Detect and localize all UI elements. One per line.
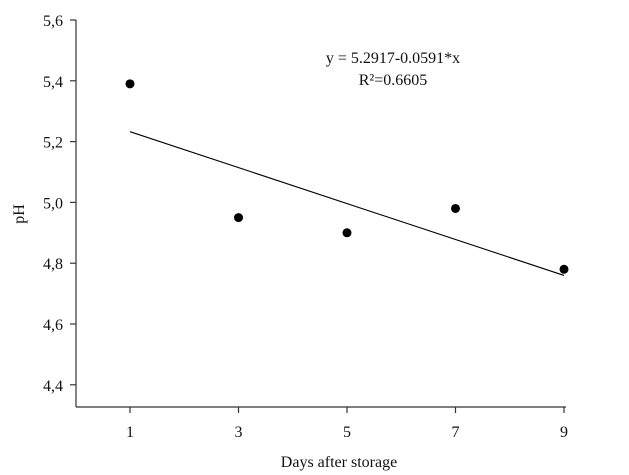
- data-point: [342, 228, 352, 238]
- data-point: [234, 213, 243, 223]
- y-tick-label: 4,4: [43, 378, 63, 395]
- y-axis: 4,4 4,6 4,8 5,0 5,2 5,4 5,6: [43, 13, 77, 407]
- x-ticks: 1 3 5 7 9: [126, 407, 568, 441]
- y-tick-label: 4,8: [43, 256, 63, 273]
- r-squared-value: R²=0.6605: [359, 72, 428, 89]
- x-tick-label: 5: [343, 424, 351, 441]
- x-axis: 1 3 5 7 9: [76, 406, 568, 441]
- y-tick-label: 5,2: [43, 135, 63, 152]
- x-axis-label: Days after storage: [281, 454, 397, 471]
- regression-equation: y = 5.2917-0.0591*x: [326, 50, 460, 67]
- y-axis-label: pH: [11, 204, 28, 224]
- y-tick-label: 4,6: [43, 317, 63, 334]
- fit-line: [129, 131, 565, 276]
- x-tick-label: 3: [235, 424, 243, 441]
- regression-line: [129, 131, 565, 276]
- data-point: [451, 203, 460, 213]
- x-tick-label: 7: [452, 424, 460, 441]
- y-tick-label: 5,0: [43, 195, 63, 212]
- x-tick-label: 9: [560, 424, 568, 441]
- y-ticks: 4,4 4,6 4,8 5,0 5,2 5,4 5,6: [43, 13, 76, 395]
- data-point: [559, 264, 569, 274]
- y-tick-label: 5,6: [43, 13, 63, 30]
- x-tick-label: 1: [126, 424, 134, 441]
- data-points: [125, 79, 569, 274]
- y-tick-label: 5,4: [43, 74, 63, 91]
- data-point: [125, 79, 135, 89]
